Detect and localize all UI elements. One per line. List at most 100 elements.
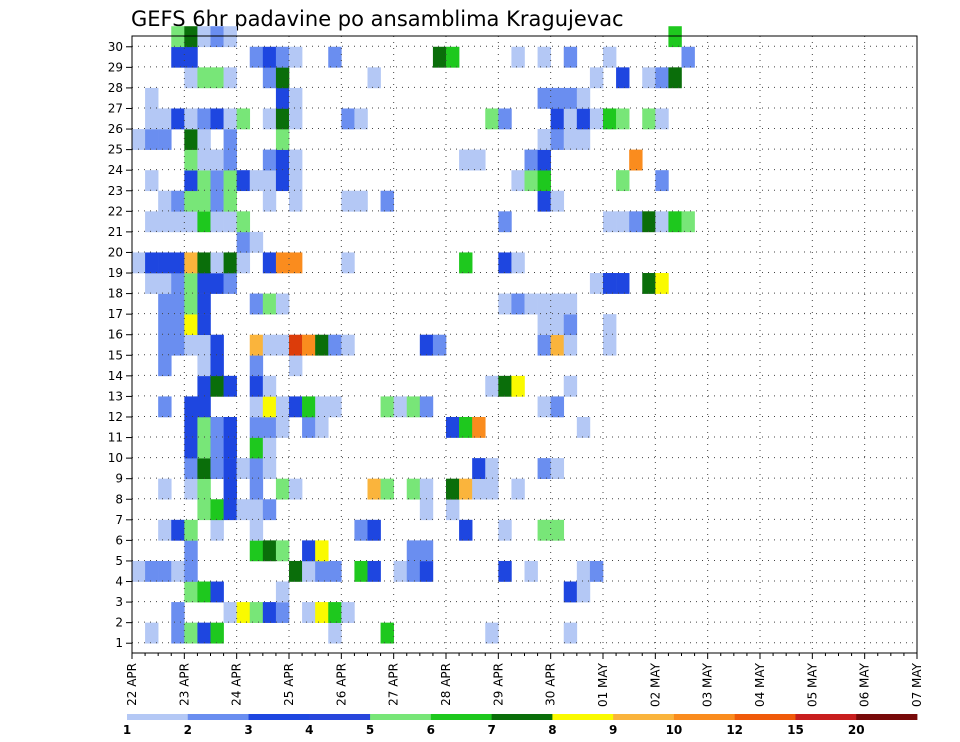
precip-cell xyxy=(589,560,604,582)
precip-cell xyxy=(275,416,290,438)
colorbar-swatch xyxy=(248,714,310,720)
precip-cell xyxy=(210,67,224,89)
y-tick-label: 9 xyxy=(115,472,123,486)
y-tick-label: 12 xyxy=(108,410,123,424)
precip-cell xyxy=(158,396,172,418)
precip-cell xyxy=(275,581,290,603)
precip-cell xyxy=(603,314,617,336)
precip-cell xyxy=(223,416,237,438)
precip-cell xyxy=(289,170,303,192)
precip-cell xyxy=(537,190,551,212)
precip-cell xyxy=(655,170,669,192)
precip-cell xyxy=(145,622,159,644)
precip-cell xyxy=(210,458,224,479)
precip-cell xyxy=(171,602,185,623)
y-tick-label: 5 xyxy=(115,554,123,568)
precip-cell xyxy=(236,211,251,233)
precip-cell xyxy=(262,108,277,130)
precip-cell xyxy=(158,190,172,212)
precip-cell xyxy=(184,252,198,274)
precip-cell xyxy=(446,478,460,500)
y-tick-label: 8 xyxy=(115,492,123,506)
precip-cell xyxy=(210,252,224,274)
precip-cell xyxy=(576,581,591,603)
precip-cell xyxy=(511,252,525,274)
precip-cell xyxy=(262,396,277,418)
y-tick-label: 16 xyxy=(108,328,123,342)
precip-cell xyxy=(668,211,682,233)
precip-cell xyxy=(197,622,211,644)
precip-cell xyxy=(145,129,159,150)
precip-cell xyxy=(393,560,408,582)
precip-cell xyxy=(406,396,421,418)
precip-cell xyxy=(223,437,237,459)
precip-cell xyxy=(249,499,264,521)
precip-cell xyxy=(236,458,251,479)
precip-cell xyxy=(341,334,355,356)
precip-cell xyxy=(576,108,591,130)
y-tick-label: 15 xyxy=(108,348,123,362)
precip-cell xyxy=(236,170,251,192)
precip-cell xyxy=(223,252,237,274)
precip-cell xyxy=(210,273,224,294)
x-tick-label: 25 APR xyxy=(282,663,296,706)
precip-cell xyxy=(197,108,211,130)
precip-cell xyxy=(328,334,342,356)
precip-cell xyxy=(262,252,277,274)
precip-cell xyxy=(367,560,381,582)
precip-cell xyxy=(419,499,434,521)
precip-cell xyxy=(171,293,185,315)
precip-cell xyxy=(550,108,565,130)
precip-cell xyxy=(511,170,525,192)
heatmap-cells xyxy=(132,26,695,644)
precip-cell xyxy=(158,252,172,274)
x-tick-label: 02 MAY xyxy=(648,662,662,707)
precip-cell xyxy=(563,87,578,109)
precip-cell xyxy=(249,293,264,315)
precip-cell xyxy=(302,334,316,356)
precip-cell xyxy=(406,540,421,562)
precip-cell xyxy=(210,334,224,356)
y-tick-label: 13 xyxy=(108,389,123,403)
precip-cell xyxy=(158,129,172,150)
precip-cell xyxy=(158,273,172,294)
y-tick-label: 27 xyxy=(108,101,123,115)
precip-cell xyxy=(158,108,172,130)
precip-cell xyxy=(419,478,434,500)
precip-cell xyxy=(354,519,368,541)
precip-cell xyxy=(158,293,172,315)
precip-cell xyxy=(328,46,342,68)
precip-cell xyxy=(380,622,394,644)
precip-cell xyxy=(249,170,264,192)
precip-cell xyxy=(589,67,604,89)
precip-cell xyxy=(655,211,669,233)
precip-cell xyxy=(550,396,565,418)
colorbar-label: 7 xyxy=(487,723,495,737)
precip-cell xyxy=(289,108,303,130)
precip-cell xyxy=(223,478,237,500)
precip-cell xyxy=(210,149,224,171)
precip-cell xyxy=(275,46,290,68)
precip-cell xyxy=(589,273,604,294)
precip-cell xyxy=(498,293,512,315)
precip-cell xyxy=(642,67,656,89)
precip-cell xyxy=(275,334,290,356)
precip-cell xyxy=(145,273,159,294)
precip-cell xyxy=(302,396,316,418)
precip-cell xyxy=(262,375,277,397)
x-tick-label: 24 APR xyxy=(230,663,244,706)
precip-cell xyxy=(223,458,237,479)
precip-cell xyxy=(171,273,185,294)
precip-cell xyxy=(537,170,551,192)
precip-cell xyxy=(341,108,355,130)
precip-cell xyxy=(354,560,368,582)
precip-cell xyxy=(184,622,198,644)
precip-cell xyxy=(197,170,211,192)
precip-cell xyxy=(472,478,486,500)
y-tick-label: 7 xyxy=(115,513,123,527)
precip-cell xyxy=(511,46,525,68)
precip-cell xyxy=(302,602,316,623)
precip-cell xyxy=(249,46,264,68)
x-axis-ticks: 22 APR 23 APR 24 APR 25 APR 26 APR 27 APR 28 A… xyxy=(125,653,924,707)
colorbar-label: 6 xyxy=(427,723,435,737)
